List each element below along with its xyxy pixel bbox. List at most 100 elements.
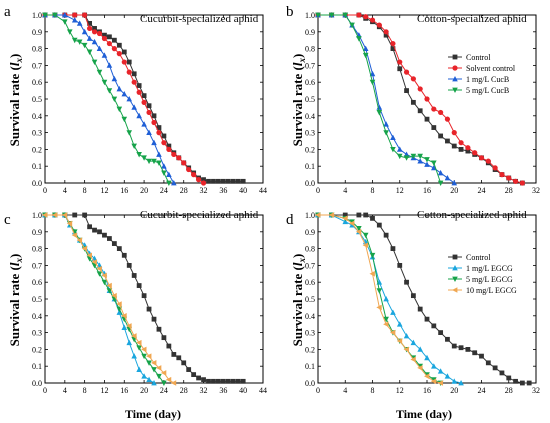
panel-a-series-0-point: [121, 49, 127, 55]
panel-a-series-2-line: [45, 14, 175, 184]
panel-a-series-2-point: [121, 90, 128, 97]
panel-b-series-1-point: [363, 14, 369, 20]
panel-d-series-3-line: [318, 214, 441, 384]
panel-a-series-0-point: [146, 103, 152, 109]
panel-c-series-2-point: [146, 360, 152, 366]
panel-a-ylabel: Survival rate (lx): [7, 54, 24, 147]
panel-d-series-2-line: [318, 214, 441, 384]
panel-d-series-0-point: [404, 279, 409, 285]
panel-a-series-1-point: [195, 177, 202, 183]
panel-b-ytick-label: 0.4: [305, 112, 315, 121]
panel-a-series-1-point: [116, 51, 122, 57]
panel-c-series-0-point: [186, 367, 192, 372]
panel-a-series-0-point: [131, 71, 137, 77]
panel-c-ytick-label: 0.7: [32, 261, 42, 270]
panel-b-series-3-point: [315, 12, 321, 18]
panel-b-series-2-point: [362, 45, 369, 51]
panel-b-series-0-line: [318, 14, 523, 184]
panel-c-ytick-label: 0.8: [32, 245, 42, 254]
panel-b-xtick-label: 8: [371, 186, 375, 195]
panel-d-series-3-point: [369, 271, 375, 277]
panel-a-ytick-label: 0.3: [32, 129, 42, 138]
panel-d-series-0-point: [472, 350, 478, 356]
panel-c-series-0-point: [121, 252, 127, 258]
panel-b-series-1-point: [390, 40, 396, 47]
panel-b-xtick-label: 12: [396, 186, 404, 195]
panel-a-series-0-point: [216, 178, 221, 184]
panel-a-ytick-label: 0.2: [32, 145, 42, 154]
panel-d-series-0-point: [445, 336, 450, 342]
panel-b-ytick-label: 0.1: [305, 162, 315, 171]
panel-d-legend-swatch-marker: [452, 265, 458, 271]
panel-b-ytick-label: 0.8: [305, 45, 315, 54]
panel-a-series-1-point: [106, 40, 113, 47]
panel-d-series-1-point: [424, 354, 430, 361]
panel-c-series-0-point: [201, 377, 206, 383]
panel-b-series-1-point: [478, 155, 485, 161]
panel-c-series-0-point: [235, 378, 241, 384]
panel-a-series-3-point: [126, 130, 133, 136]
panel-d-series-0-line: [318, 214, 530, 384]
panel-c-xtick-label: 32: [200, 386, 208, 395]
panel-d-legend-swatch-marker: [452, 254, 458, 260]
panel-d-series-0-point: [363, 212, 369, 218]
panel-b-xtick-label: 20: [450, 186, 458, 195]
panel-b-series-1-point: [465, 145, 471, 151]
panel-b: b Cotton-specialized aphid Survival rate…: [286, 4, 540, 195]
panel-c-plot: 0 4 8 12 16 20 24 28 32 36 40 44 0.0 0.1 0.2 0.3 0.4 0.5 0…: [32, 211, 267, 395]
panel-b-series-1-point: [403, 69, 410, 75]
panel-c-series-3-point: [146, 353, 152, 359]
panel-a-series-2-point: [111, 75, 118, 82]
panel-a-series-0-point: [87, 21, 92, 26]
panel-b-ytick-label: 0.2: [305, 145, 315, 154]
panel-b-ylabel: Survival rate (lx): [290, 54, 307, 147]
panel-d-series-0-point: [376, 222, 382, 228]
panel-d-legend-label: Control: [466, 253, 491, 262]
panel-a-series-1-point: [101, 35, 108, 42]
panel-a-series-0-point: [225, 178, 231, 184]
panel-a-xtick-label: 36: [219, 186, 227, 195]
panel-d-series-0-point: [390, 246, 396, 251]
panel-d-ytick-label: 0.0: [305, 379, 315, 388]
panel-b-xtick-label: 24: [478, 186, 486, 195]
panel-a-ytick-label: 0.6: [32, 78, 42, 87]
panel-b-series-3-point: [383, 130, 389, 136]
panel-b-series-0-point: [410, 99, 416, 105]
panel-a-series-2-point: [126, 96, 133, 102]
panel-c-letter: c: [4, 212, 11, 228]
panel-c-series-2-point: [156, 373, 162, 380]
panel-a-series-3-point: [151, 158, 157, 165]
panel-c-series-3-point: [136, 339, 142, 346]
panel-c-series-0-point: [230, 378, 236, 384]
panel-b-legend-swatch-marker: [452, 76, 458, 82]
panel-a-series-1-point: [111, 46, 117, 52]
panel-d-series-0-point: [383, 232, 389, 238]
panel-d-legend-swatch-marker: [452, 287, 458, 293]
panel-a-series-3-point: [86, 49, 93, 55]
panel-c-series-1-point: [151, 380, 157, 386]
panel-a-series-1-point: [121, 59, 127, 65]
panel-b-series-3-point: [431, 160, 437, 166]
panel-a-series-3-point: [141, 155, 147, 161]
panel-c-series-0-point: [206, 378, 211, 384]
panel-b-ytick-label: 0.9: [305, 28, 315, 37]
panel-b-series-2-point: [390, 134, 396, 141]
panel-d-series-1-point: [431, 363, 437, 369]
panel-c-series-0-point: [116, 246, 122, 251]
panel-b-series-0-point: [417, 108, 423, 114]
panel-b-series-3-point: [424, 157, 430, 163]
panel-c-series-3-point: [160, 370, 167, 376]
panel-b-series-3-point: [369, 79, 376, 86]
panel-c-series-0-point: [240, 378, 246, 384]
panel-c-series-2-point: [161, 380, 167, 386]
panel-a-series-2-point: [136, 112, 142, 119]
panel-d-ytick-label: 0.5: [305, 295, 315, 304]
panel-c-series-2-point: [151, 367, 157, 373]
panel-a-series-0-point: [141, 93, 147, 99]
panel-d-series-0-point: [451, 343, 457, 349]
panel-c-xtick-label: 24: [160, 386, 168, 395]
panel-c-xtick-label: 40: [239, 386, 247, 395]
panel-b-ytick-label: 0.6: [305, 78, 315, 87]
panel-a-ytick-label: 0.0: [32, 179, 42, 188]
panel-b-xtick-label: 16: [423, 186, 431, 195]
